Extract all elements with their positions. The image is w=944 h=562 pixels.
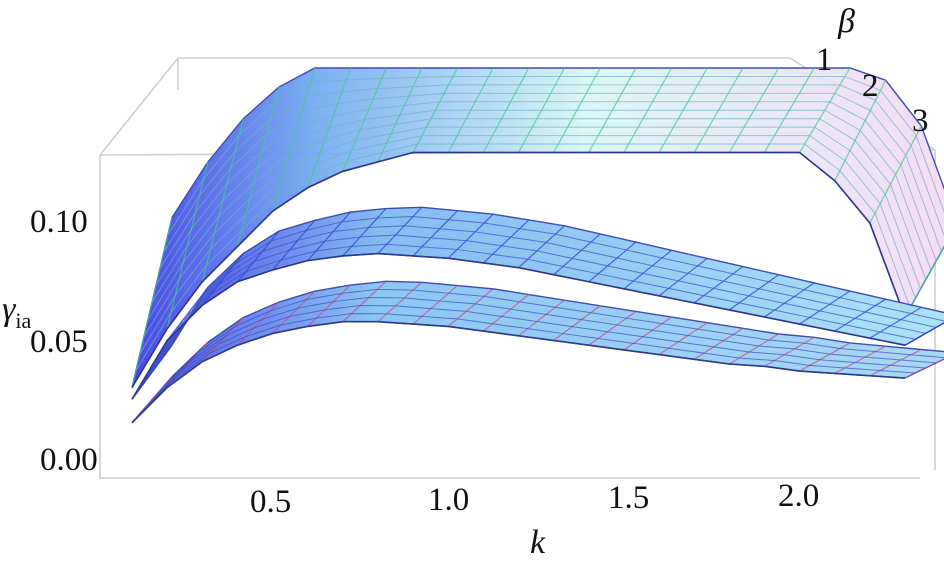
x-axis-label: k	[530, 524, 546, 561]
mesh-line-k	[377, 206, 423, 254]
surface-front-edge	[131, 151, 906, 388]
surface-front-edge	[131, 320, 906, 424]
mesh-line-k	[553, 233, 601, 276]
mesh-line-k	[447, 213, 494, 259]
x-tick-label: 0.5	[250, 484, 291, 520]
x-tick-label: 2.0	[778, 478, 819, 514]
mesh-line-k	[236, 301, 280, 346]
mesh-line-k	[588, 241, 637, 283]
mesh-line-depth	[155, 225, 937, 368]
x-axis-ticks: 0.5 1.0 1.5 2.0	[250, 478, 819, 520]
mesh-line-k	[342, 208, 387, 257]
surface-beta-3	[131, 280, 944, 424]
mesh-line-depth	[163, 84, 944, 252]
mesh-line-k	[412, 285, 458, 325]
mesh-line-k	[904, 322, 944, 346]
mesh-line-k	[518, 299, 565, 337]
mesh-line-depth	[135, 143, 911, 371]
mesh-line-k	[799, 342, 851, 372]
mesh-line-k	[272, 220, 316, 271]
mesh-line-depth	[155, 101, 937, 286]
mesh-line-k	[482, 294, 530, 332]
beta-tick-label: 1	[816, 42, 833, 78]
mesh-line-k	[307, 284, 351, 327]
mesh-line-k	[693, 327, 744, 360]
z-tick-label: 0.05	[30, 324, 88, 360]
mesh-line-depth	[147, 118, 927, 320]
mesh-line-k	[834, 345, 886, 374]
mesh-line-depth	[155, 296, 937, 396]
beta-axis-label: β	[837, 3, 855, 40]
mesh-line-k	[518, 225, 565, 269]
mesh-line-k	[482, 219, 530, 264]
mesh-line-k	[377, 281, 423, 323]
mesh-line-k	[658, 257, 708, 297]
mesh-line-k	[834, 298, 886, 332]
surface-beta-2	[131, 206, 944, 400]
mesh-line-depth	[167, 75, 944, 235]
mesh-line-depth	[139, 135, 916, 354]
z-axis-ticks: 0.10 0.05 0.00	[30, 204, 98, 478]
mesh-line-k	[728, 274, 779, 311]
mesh-line-depth	[163, 216, 944, 357]
z-tick-label: 0.10	[30, 204, 88, 240]
mesh-line-k	[412, 210, 458, 257]
mesh-line-k	[658, 322, 708, 356]
mesh-line-depth	[143, 126, 922, 337]
x-tick-label: 1.0	[428, 482, 469, 518]
beta-axis-ticks: 1 2 3	[816, 42, 929, 139]
z-tick-label: 0.00	[40, 442, 98, 478]
mesh-line-depth	[163, 288, 944, 387]
mesh-line-k	[869, 348, 922, 377]
mesh-line-k	[553, 305, 601, 341]
mesh-line-k	[307, 211, 351, 261]
mesh-line-k	[447, 288, 494, 327]
mesh-line-k	[764, 282, 815, 318]
mesh-line-k	[342, 280, 387, 323]
mesh-line-k	[764, 336, 815, 367]
mesh-line-k	[904, 358, 944, 379]
mesh-line-depth	[139, 313, 916, 414]
surface-front-edge	[131, 252, 906, 400]
z-axis-symbol: γ	[2, 291, 17, 328]
beta-tick-label: 3	[912, 103, 929, 139]
mesh-line-depth	[139, 243, 916, 389]
x-tick-label: 1.5	[608, 480, 649, 516]
z-axis-subscript: ia	[15, 308, 31, 333]
mesh-line-k	[588, 310, 637, 346]
mesh-line-depth	[147, 305, 926, 405]
mesh-line-k	[869, 306, 922, 339]
z-axis-label: γia	[2, 291, 32, 333]
mesh-line-k	[272, 290, 316, 334]
mesh-line-k	[623, 316, 672, 351]
mesh-line-k	[623, 249, 672, 290]
mesh-line-depth	[159, 92, 942, 269]
mesh-line-depth	[147, 234, 926, 378]
beta-tick-label: 2	[862, 68, 879, 104]
mesh-line-k	[729, 333, 779, 365]
mesh-line-k	[799, 290, 851, 325]
mesh-line-depth	[151, 109, 932, 303]
surfaces-layer	[131, 67, 944, 424]
surface-beta-1	[131, 67, 944, 388]
mesh-line-k	[693, 266, 744, 304]
mesh-line-k	[236, 230, 280, 283]
